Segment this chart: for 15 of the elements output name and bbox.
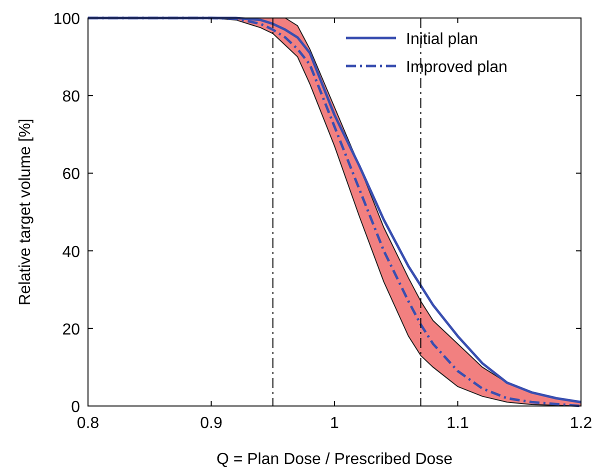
y-axis-title: Relative target volume [%] [17, 118, 34, 306]
x-tick-label: 1.2 [570, 415, 592, 432]
x-tick-label: 1.1 [446, 415, 469, 432]
y-tick-label: 20 [62, 321, 80, 338]
x-tick-label: 1 [330, 415, 340, 432]
y-tick-label: 100 [53, 11, 80, 28]
y-tick-label: 80 [62, 88, 80, 106]
x-tick-label: 0.8 [76, 415, 100, 432]
y-tick-label: 40 [62, 244, 80, 261]
legend-label: Initial plan [406, 31, 478, 48]
y-tick-label: 0 [71, 399, 80, 416]
legend-label: Improved plan [406, 59, 508, 76]
x-tick-label: 0.9 [200, 415, 222, 432]
y-tick-label: 60 [62, 166, 80, 184]
x-axis-title: Q = Plan Dose / Prescribed Dose [216, 451, 453, 468]
